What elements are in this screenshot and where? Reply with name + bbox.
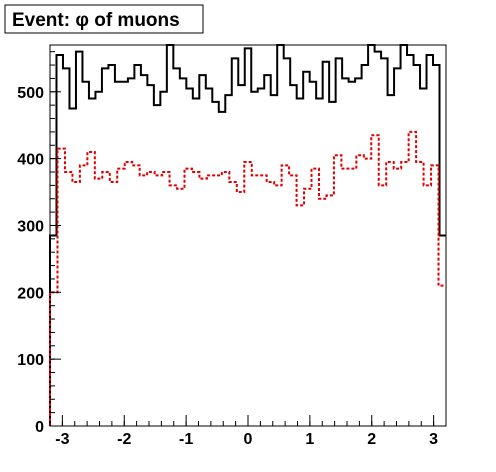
chart-title: Event: φ of muons — [12, 10, 180, 31]
y-tick-label: 200 — [17, 285, 44, 302]
y-tick-label: 300 — [17, 218, 44, 235]
x-tick-label: 1 — [305, 431, 314, 448]
series-2-line — [49, 130, 446, 426]
y-tick-label: 0 — [35, 419, 44, 436]
title-box-frame — [4, 4, 204, 34]
series-1-line — [49, 44, 446, 426]
x-tick-label: -3 — [55, 431, 69, 448]
x-tick-label: -2 — [117, 431, 131, 448]
y-tick-label: 500 — [17, 85, 44, 102]
x-tick-label: 2 — [367, 431, 376, 448]
x-tick-label: 0 — [244, 431, 253, 448]
axes: -3 -2 -1 0 1 2 3 0 100 200 300 400 500 — [17, 51, 447, 448]
y-tick-label: 100 — [17, 352, 44, 369]
x-tick-label: -1 — [179, 431, 193, 448]
plot-frame — [49, 44, 447, 427]
histogram-series — [49, 44, 446, 426]
x-tick-label: 3 — [429, 431, 438, 448]
y-tick-label: 400 — [17, 152, 44, 169]
title-box: Event: φ of muons — [4, 4, 204, 34]
